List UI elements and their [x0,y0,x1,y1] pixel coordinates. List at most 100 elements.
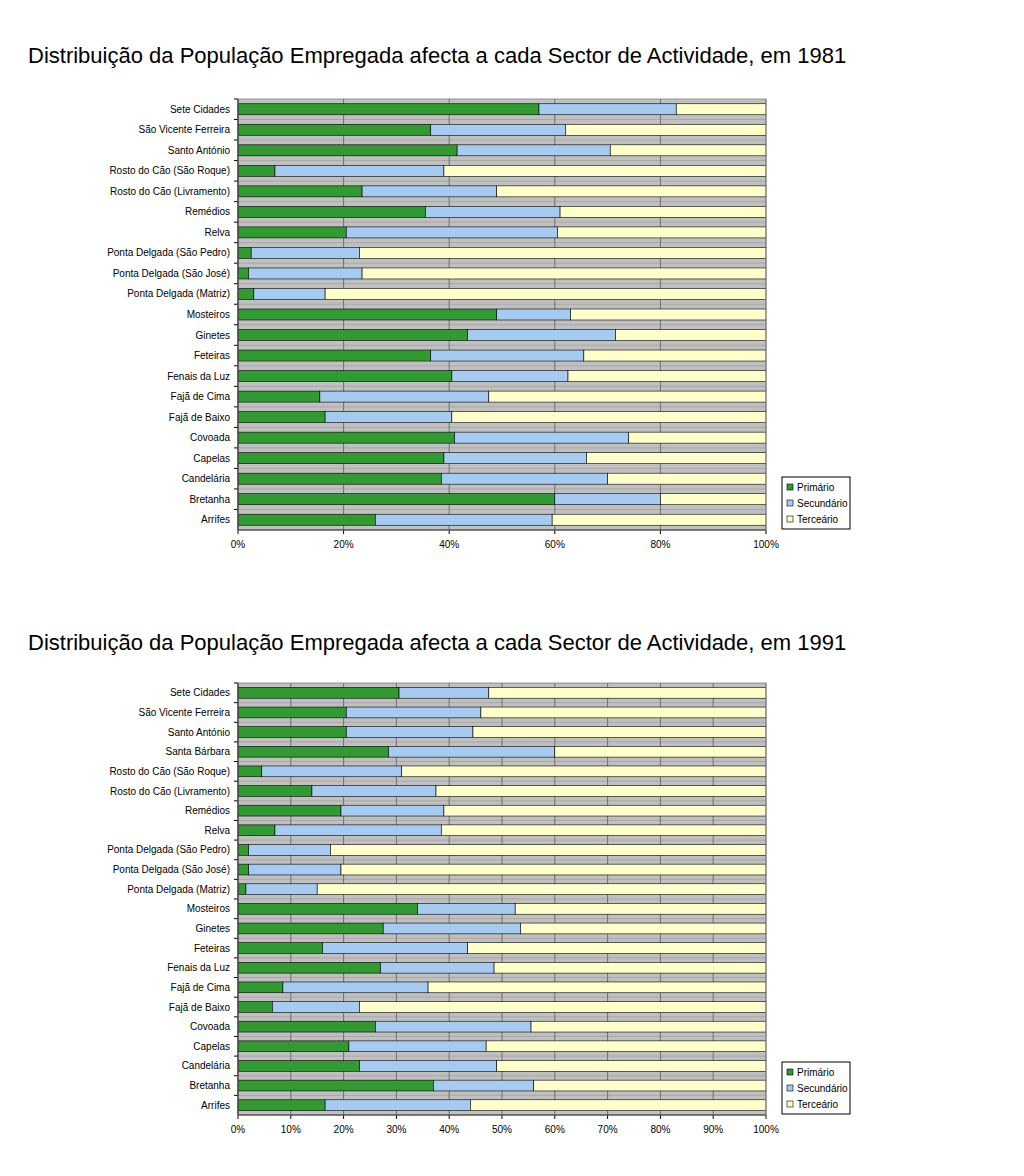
bar-segment [283,982,428,993]
bar-segment [468,330,616,341]
category-tick [234,879,238,880]
category-label: Ponta Delgada (São José) [113,864,230,875]
category-label: Sete Cidades [170,104,230,115]
tick-mark [713,1115,714,1119]
bar-segment [330,845,766,856]
category-tick [234,263,238,264]
category-tick [234,957,238,958]
bar-segment [497,309,571,320]
category-tick [234,1095,238,1096]
bar-segment [489,391,766,402]
bar-segment [246,884,317,895]
category-tick [234,427,238,428]
category-label: Feteiras [194,943,230,954]
bar-segment [555,494,661,505]
category-tick [234,365,238,366]
row-separator [238,242,766,243]
bar-segment [362,268,766,279]
bar-segment [238,288,254,299]
row-separator [238,406,766,407]
row-separator [238,119,766,120]
bar-segment [568,371,766,382]
bar-segment [238,473,441,484]
row-separator [238,160,766,161]
category-tick [234,201,238,202]
tick-label: 80% [650,539,670,550]
bar-segment [251,247,359,258]
category-label: Sete Cidades [170,687,230,698]
bar-segment [322,943,467,954]
tick-label: 100% [753,539,779,550]
bar-segment [325,288,766,299]
tick-label: 30% [386,1124,406,1135]
bar-segment [629,432,766,443]
category-tick [234,242,238,243]
bar-segment [571,309,766,320]
row-separator [238,201,766,202]
bar-segment [238,687,399,698]
bar-segment [557,227,766,238]
plot-frame [238,99,766,530]
category-label: Fajã de Baixo [169,412,231,423]
bar-segment [238,727,346,738]
category-tick [234,468,238,469]
legend-label: Terceário [797,1099,839,1110]
tick-label: 70% [598,1124,618,1135]
tick-mark [449,530,450,534]
bar-segment [317,884,766,895]
legend-label: Terceário [797,514,839,525]
category-tick [234,1075,238,1076]
bar-segment [238,1100,325,1111]
bar-segment [468,943,766,954]
bar-segment [497,186,766,197]
tick-mark [343,1115,344,1119]
category-tick [234,324,238,325]
bar-segment [238,884,246,895]
bar-segment [497,1061,766,1072]
bar-segment [254,288,325,299]
tick-mark [396,1115,397,1119]
bar-segment [238,864,249,875]
bar-segment [312,786,436,797]
tick-label: 40% [439,1124,459,1135]
category-label: Candelária [182,473,231,484]
tick-mark [660,530,661,534]
bar-segment [238,330,468,341]
bar-segment [660,494,766,505]
bar-segment [349,1041,486,1052]
legend-swatch [787,516,793,522]
bar-segment [383,923,520,934]
bar-segment [444,165,766,176]
bar-segment [325,412,452,423]
legend-label: Primário [797,482,835,493]
bar-segment [608,473,766,484]
page: Distribuição da População Empregada afec… [0,0,1024,1176]
category-tick [234,722,238,723]
row-separator [238,365,766,366]
row-separator [238,427,766,428]
bar-segment [238,412,325,423]
tick-label: 50% [492,1124,512,1135]
tick-mark [554,1115,555,1119]
category-tick [234,1036,238,1037]
tick-mark [766,530,767,534]
category-label: Santo António [168,145,231,156]
bar-segment [494,962,766,973]
bar-segment [238,514,375,525]
chart: Distribuição da População Empregada afec… [28,43,850,550]
plot-frame [238,683,766,1115]
bar-segment [359,247,766,258]
bar-segment [238,124,431,135]
bar-segment [402,766,766,777]
legend-label: Secundário [797,498,848,509]
category-label: Candelária [182,1060,231,1071]
bar-segment [238,825,275,836]
category-tick [234,899,238,900]
category-tick [234,488,238,489]
tick-label: 60% [545,539,565,550]
bar-segment [381,962,495,973]
bar-segment [249,845,331,856]
row-separator [238,324,766,325]
category-label: Mosteiros [187,309,230,320]
bar-segment [359,1002,766,1013]
